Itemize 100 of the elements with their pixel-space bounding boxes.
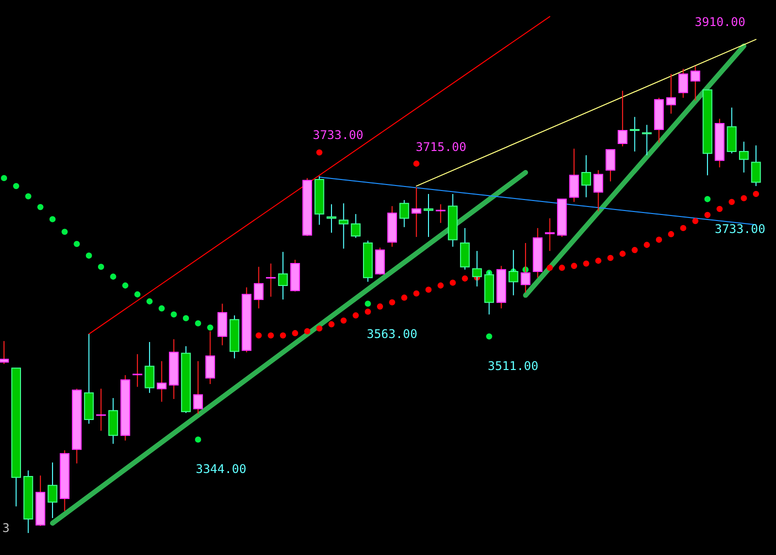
candlestick [156, 360, 167, 402]
candlestick [424, 193, 434, 238]
candlestick [751, 144, 761, 187]
candlestick [350, 214, 361, 238]
point [268, 332, 274, 339]
point [680, 224, 686, 232]
annotation: 3563.00 [366, 327, 418, 341]
point [207, 324, 214, 331]
point [352, 312, 359, 318]
point [0, 175, 8, 182]
point [170, 311, 177, 318]
point [413, 160, 420, 167]
point [752, 190, 760, 198]
candlestick [581, 154, 592, 198]
candlestick [48, 462, 58, 519]
candlestick [205, 330, 216, 385]
point [364, 308, 371, 315]
point [583, 260, 590, 267]
point [570, 262, 578, 269]
point [389, 299, 396, 306]
candlestick [266, 263, 276, 298]
point [425, 286, 432, 293]
point [558, 264, 566, 271]
point [256, 332, 262, 339]
point [328, 321, 335, 328]
candlestick [412, 186, 422, 238]
annotation: 3733.00 [312, 128, 364, 142]
point [704, 212, 711, 218]
text: 3910.00 [694, 15, 746, 29]
point [438, 282, 444, 289]
point [37, 204, 44, 210]
point [401, 294, 408, 301]
point [486, 333, 492, 340]
point [607, 254, 614, 262]
point [632, 246, 638, 254]
point [98, 264, 104, 270]
annotation: 3511.00 [488, 359, 538, 373]
point [292, 330, 298, 336]
point [49, 216, 56, 222]
candlestick [132, 354, 142, 388]
annotation: 3 [2, 521, 10, 535]
point [692, 218, 698, 224]
candlestick [618, 90, 628, 147]
point [110, 274, 116, 280]
point [740, 195, 747, 202]
candlestick [678, 68, 688, 98]
point [619, 250, 626, 257]
point [644, 242, 650, 248]
candlestick [193, 360, 203, 414]
candlestick [593, 170, 604, 212]
candlestick [0, 340, 9, 364]
point [13, 182, 20, 190]
point [134, 291, 140, 298]
candlestick [460, 228, 470, 270]
point [656, 236, 662, 243]
annotation: 3733.00 [714, 222, 766, 236]
candlestick [375, 247, 385, 276]
candlestick [338, 202, 348, 250]
annotation: 3715.00 [416, 140, 466, 154]
candlestick [544, 218, 555, 252]
point [25, 193, 32, 200]
point [668, 231, 674, 238]
point [182, 315, 190, 322]
point [376, 303, 384, 310]
candlestick [738, 141, 749, 173]
point [194, 436, 202, 443]
candlestick [569, 148, 579, 202]
point [304, 328, 310, 334]
candlestick [278, 251, 288, 300]
point [546, 264, 553, 271]
candlestick [630, 116, 640, 152]
point [364, 300, 371, 307]
point [450, 280, 456, 286]
candlestick [399, 200, 410, 228]
candlestick [144, 342, 154, 394]
point [704, 196, 711, 202]
point [194, 320, 202, 326]
point [86, 252, 92, 259]
point [146, 298, 153, 304]
candlestick [217, 303, 228, 346]
point [716, 206, 723, 212]
candlestick [606, 149, 616, 182]
point [316, 149, 322, 156]
candlestick [326, 204, 336, 234]
candlestick [436, 204, 446, 224]
candlestick [96, 388, 106, 432]
point [462, 275, 468, 282]
point [316, 325, 322, 332]
point [158, 305, 165, 312]
point [74, 240, 80, 248]
annotation: 3344.00 [196, 462, 246, 476]
point [122, 282, 128, 289]
point [413, 290, 420, 297]
candlestick [690, 66, 700, 102]
point [728, 198, 735, 205]
candlestick [254, 266, 264, 309]
candlestick [666, 73, 676, 114]
point [340, 317, 347, 324]
point [62, 228, 68, 235]
point [280, 332, 286, 339]
